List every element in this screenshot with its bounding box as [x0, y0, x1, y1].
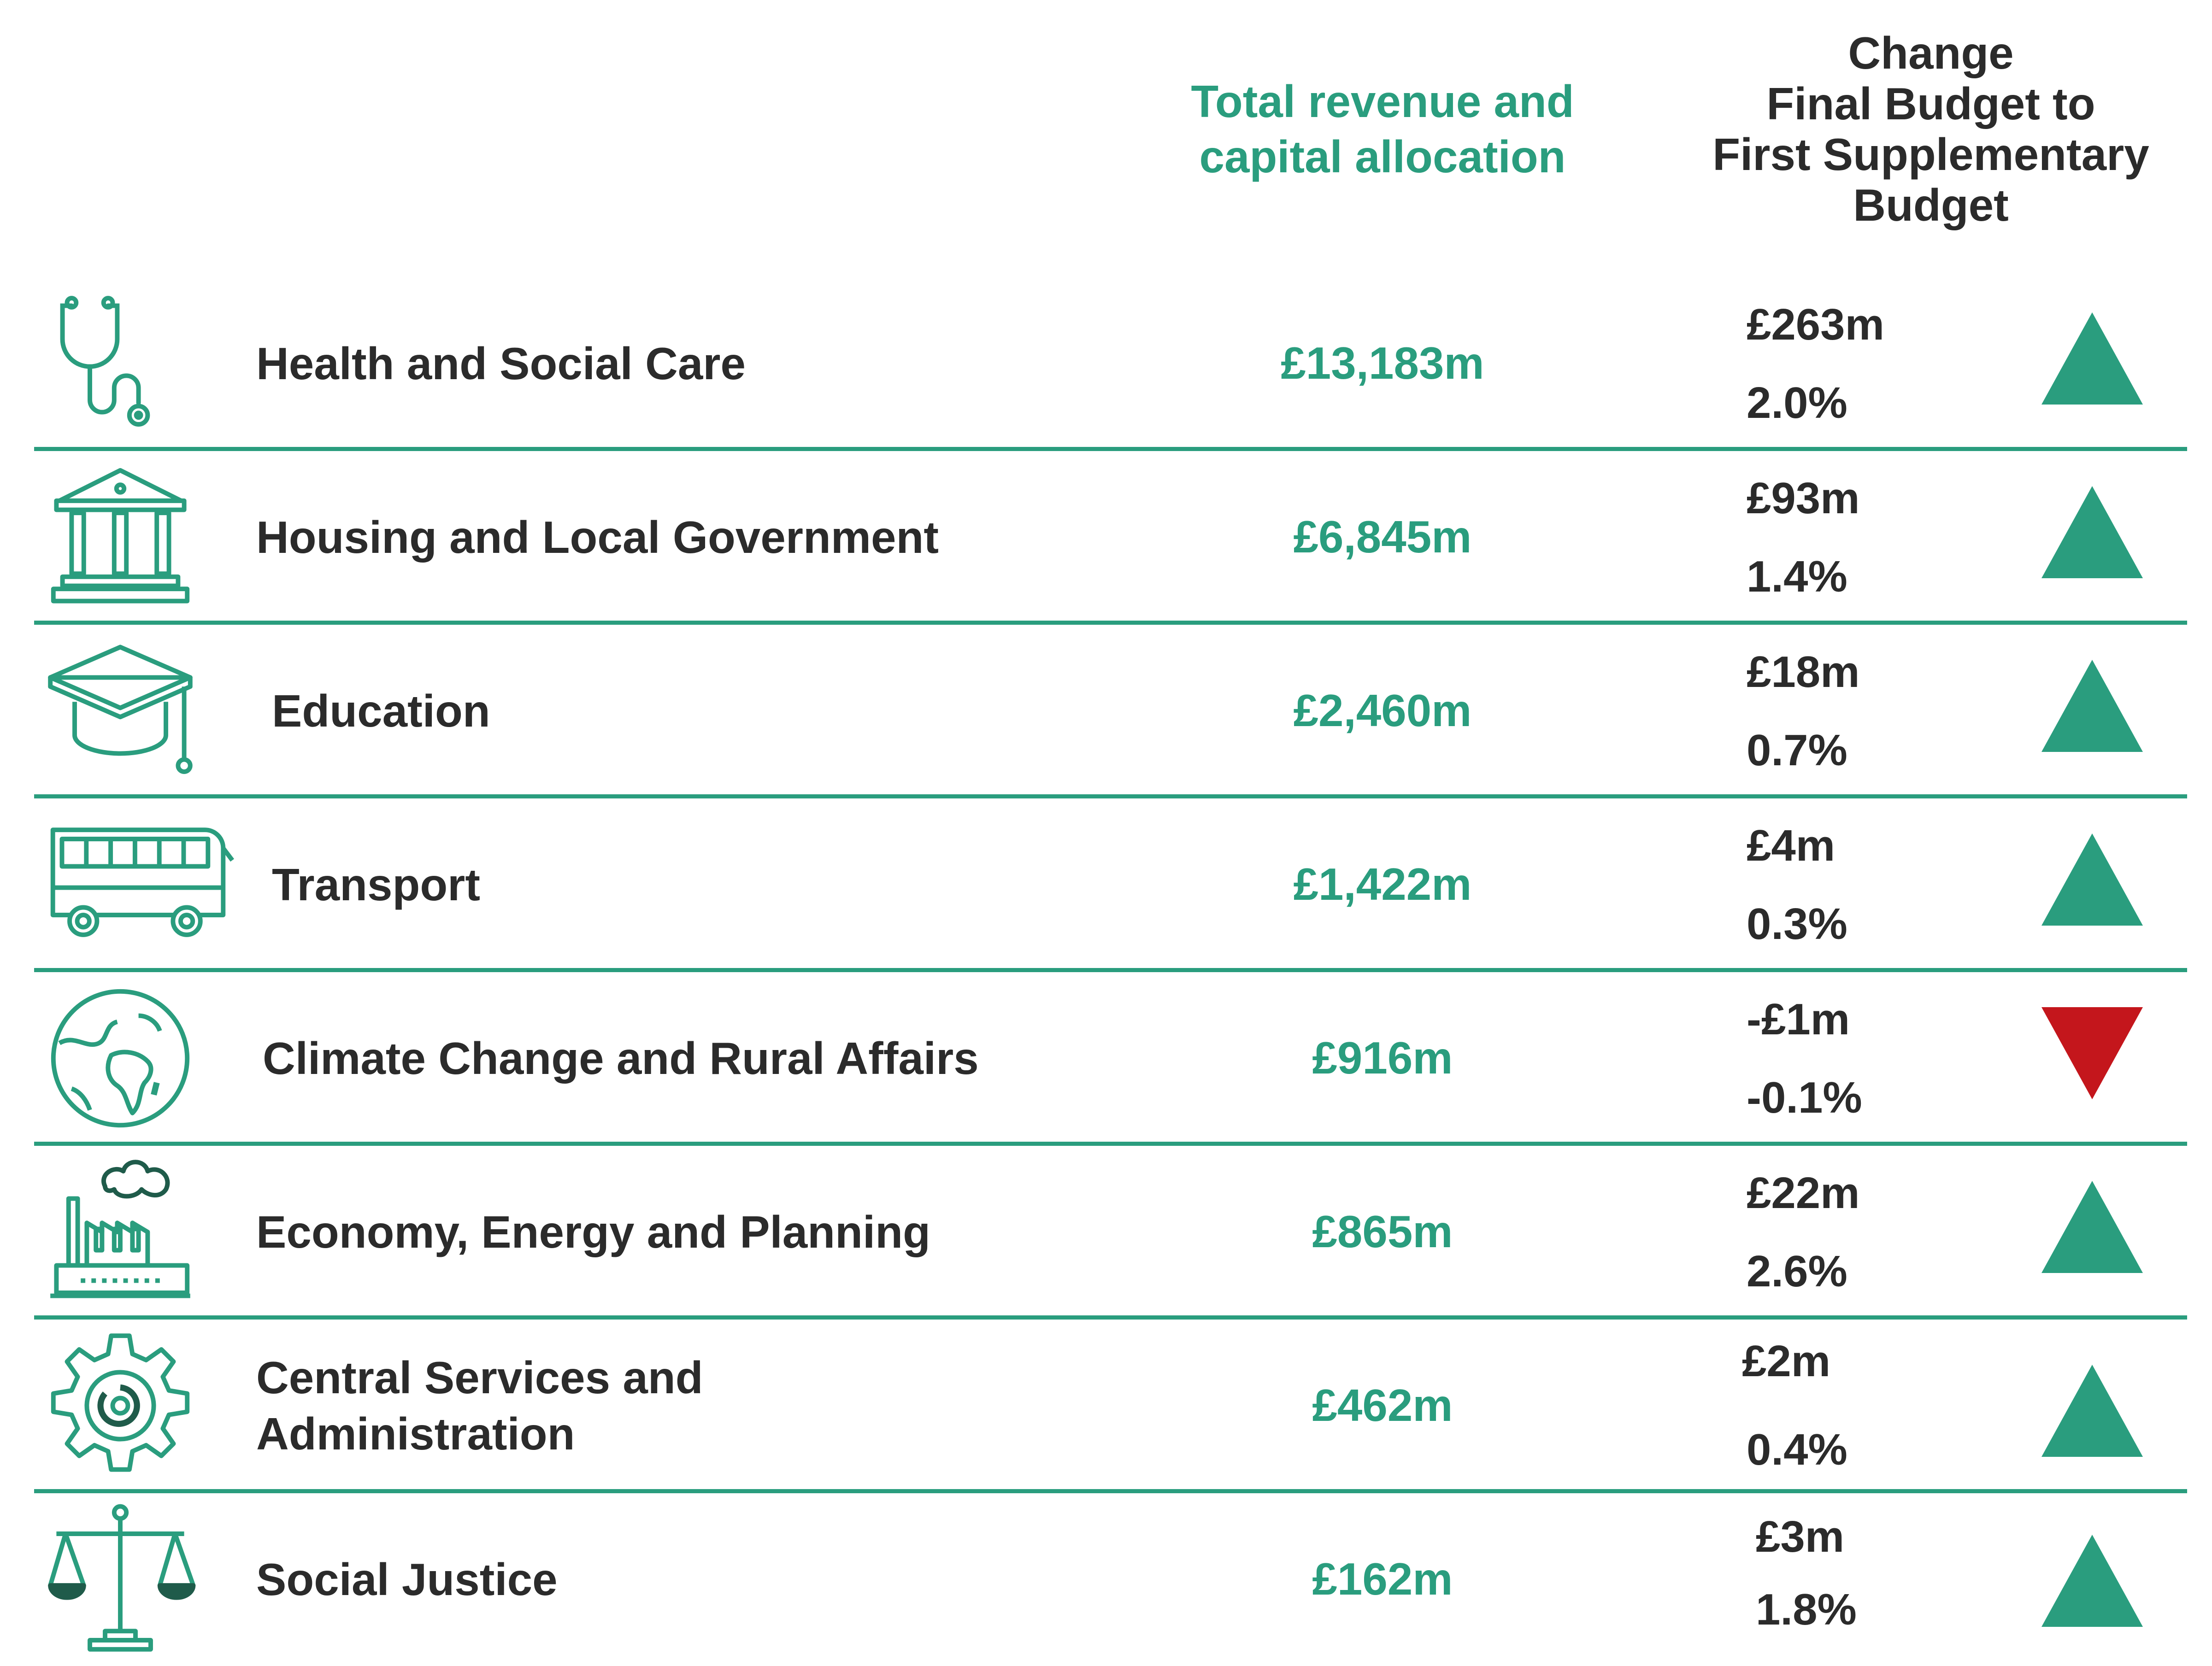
- increase-arrow-icon: [2041, 1181, 2143, 1273]
- allocation-value: £6,845m: [1293, 511, 1472, 562]
- table-row: Central Services and Administration £462…: [0, 1319, 2212, 1492]
- change-amount: £18m: [1747, 647, 1860, 697]
- change-header: Change Final Budget to First Supplementa…: [1641, 28, 2212, 230]
- change-amount: £3m: [1756, 1512, 1845, 1561]
- globe-icon: [44, 982, 196, 1134]
- table-row: Housing and Local Government £6,845m £93…: [0, 450, 2212, 624]
- change-header-line2: Final Budget to: [1766, 78, 2095, 129]
- change-amount: -£1m: [1747, 995, 1850, 1044]
- table-row: Transport £1,422m £4m 0.3%: [0, 798, 2212, 971]
- change-percent: 2.0%: [1747, 378, 1847, 428]
- change-amount: £263m: [1747, 300, 1884, 349]
- gear-icon: [44, 1330, 196, 1482]
- table-row: Health and Social Care £13,183m £263m 2.…: [0, 276, 2212, 450]
- change-percent: -0.1%: [1747, 1073, 1862, 1122]
- change-percent: 0.3%: [1747, 899, 1847, 949]
- change-header-line4: Budget: [1853, 180, 2009, 230]
- change-amount: £4m: [1747, 821, 1835, 870]
- department-name: Education: [272, 685, 490, 736]
- allocation-value: £916m: [1312, 1032, 1453, 1083]
- allocation-value: £162m: [1312, 1554, 1453, 1604]
- change-header-line1: Change: [1848, 28, 2014, 78]
- total-allocation-header-line2: capital allocation: [1199, 131, 1566, 182]
- allocation-value: £865m: [1312, 1206, 1453, 1257]
- bus-icon: [44, 809, 247, 961]
- graduation-cap-icon: [44, 635, 196, 787]
- row-divider: [34, 621, 2187, 625]
- department-name: Transport: [272, 859, 480, 910]
- table-row: Education £2,460m £18m 0.7%: [0, 624, 2212, 798]
- total-allocation-header-line1: Total revenue and: [1191, 76, 1574, 127]
- decrease-arrow-icon: [2041, 1007, 2143, 1099]
- department-name: Climate Change and Rural Affairs: [263, 1032, 979, 1084]
- table-row: Climate Change and Rural Affairs £916m -…: [0, 971, 2212, 1145]
- increase-arrow-icon: [2041, 660, 2143, 752]
- change-amount: £2m: [1742, 1337, 1831, 1386]
- total-allocation-header: Total revenue and capital allocation: [1124, 74, 1641, 184]
- allocation-value: £2,460m: [1293, 685, 1472, 736]
- row-divider: [34, 447, 2187, 451]
- department-name-line2: Administration: [256, 1408, 575, 1459]
- row-divider: [34, 794, 2187, 798]
- department-name: Central Services and Administration: [256, 1319, 1132, 1492]
- increase-arrow-icon: [2041, 312, 2143, 405]
- increase-arrow-icon: [2041, 833, 2143, 926]
- scales-of-justice-icon: [44, 1503, 196, 1655]
- allocation-value: £13,183m: [1281, 338, 1484, 388]
- table-row: Social Justice £162m £3m 1.8%: [0, 1492, 2212, 1666]
- change-percent: 1.4%: [1747, 552, 1847, 601]
- increase-arrow-icon: [2041, 1535, 2143, 1627]
- table-row: Economy, Energy and Planning £865m £22m …: [0, 1145, 2212, 1319]
- department-name: Housing and Local Government: [256, 511, 939, 563]
- allocation-value: £1,422m: [1293, 859, 1472, 909]
- change-percent: 0.4%: [1747, 1425, 1847, 1474]
- change-amount: £22m: [1747, 1168, 1860, 1218]
- change-amount: £93m: [1747, 474, 1860, 523]
- department-name: Social Justice: [256, 1554, 558, 1605]
- row-divider: [34, 1142, 2187, 1146]
- change-percent: 0.7%: [1747, 726, 1847, 775]
- stethoscope-icon: [44, 287, 196, 440]
- department-name-line1: Central Services and: [256, 1352, 703, 1403]
- allocation-value: £462m: [1312, 1380, 1453, 1431]
- department-name: Health and Social Care: [256, 338, 746, 389]
- row-divider: [34, 1489, 2187, 1493]
- government-building-icon: [44, 461, 196, 613]
- change-percent: 2.6%: [1747, 1247, 1847, 1296]
- increase-arrow-icon: [2041, 486, 2143, 578]
- row-divider: [34, 968, 2187, 972]
- row-divider: [34, 1315, 2187, 1320]
- factory-icon: [44, 1156, 196, 1308]
- increase-arrow-icon: [2041, 1365, 2143, 1457]
- change-percent: 1.8%: [1756, 1585, 1857, 1634]
- department-name: Economy, Energy and Planning: [256, 1206, 930, 1257]
- change-header-line3: First Supplementary: [1712, 129, 2149, 180]
